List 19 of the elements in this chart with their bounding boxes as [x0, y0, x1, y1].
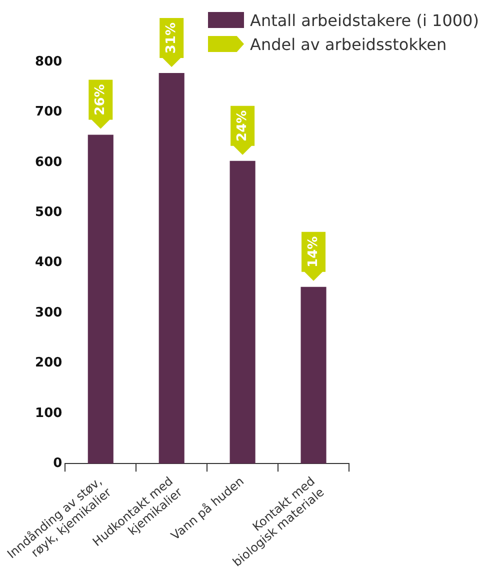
bar	[88, 134, 114, 464]
y-tick-label: 500	[35, 204, 62, 220]
legend-label: Antall arbeidstakere (i 1000)	[250, 10, 479, 30]
y-tick-label: 200	[35, 356, 62, 371]
annotation: 31%	[164, 22, 179, 54]
annotation: 14%	[306, 236, 321, 268]
y-tick-label: 300	[35, 305, 62, 320]
bar	[300, 286, 326, 464]
y-tick-label: 400	[35, 255, 62, 270]
annotation: 24%	[234, 110, 250, 142]
y-tick-label: 800	[35, 54, 62, 70]
text: Andel av arbeidsstokken	[250, 34, 447, 54]
bar	[230, 160, 256, 464]
y-tick-label: 600	[35, 154, 62, 170]
y-tick-label: 700	[35, 104, 62, 120]
annotation: 26%	[93, 84, 108, 116]
y-tick-label: 0	[53, 456, 62, 471]
bar	[158, 73, 184, 464]
y-tick-label: 100	[35, 406, 62, 421]
